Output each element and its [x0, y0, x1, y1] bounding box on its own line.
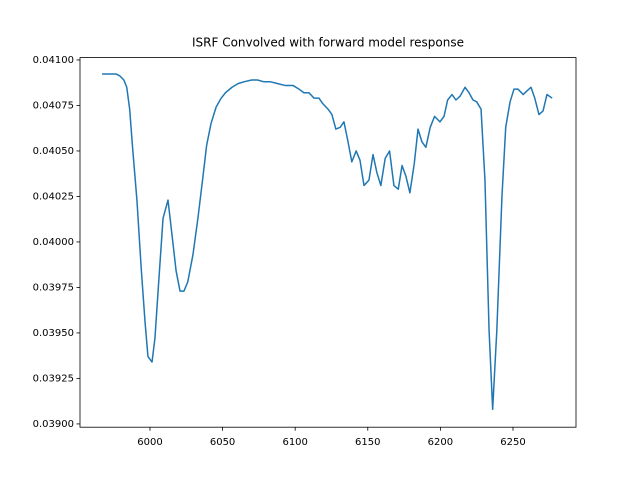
y-tick-label: 0.04100: [33, 55, 74, 66]
x-tick-label: 6200: [428, 437, 453, 448]
y-tick-label: 0.03925: [33, 373, 74, 384]
x-tick-label: 6250: [500, 437, 525, 448]
x-tick-label: 6100: [282, 437, 307, 448]
plot-frame: [79, 57, 577, 428]
chart-title: ISRF Convolved with forward model respon…: [192, 36, 464, 50]
x-tick-label: 6050: [210, 437, 235, 448]
data-line: [102, 73, 553, 411]
y-tick-label: 0.04025: [33, 191, 74, 202]
x-tick-label: 6000: [137, 437, 162, 448]
y-tick-label: 0.03950: [33, 328, 74, 339]
x-tick-label: 6150: [355, 437, 380, 448]
y-tick-label: 0.04000: [33, 237, 74, 248]
y-tick-label: 0.04050: [33, 146, 74, 157]
y-tick-label: 0.03975: [33, 282, 74, 293]
y-tick-label: 0.04075: [33, 100, 74, 111]
y-tick-label: 0.03900: [33, 419, 74, 430]
